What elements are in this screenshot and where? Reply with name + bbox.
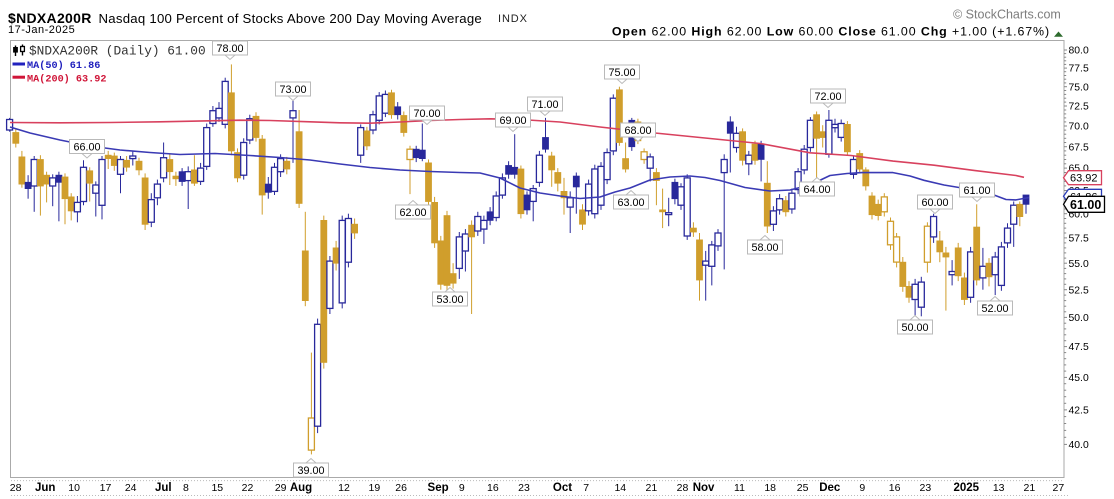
svg-text:23: 23: [920, 482, 932, 494]
svg-text:2025: 2025: [954, 482, 980, 494]
svg-text:9: 9: [859, 482, 865, 494]
svg-text:Jun: Jun: [35, 482, 55, 494]
svg-text:42.5: 42.5: [1069, 406, 1089, 417]
svg-text:45.0: 45.0: [1069, 373, 1089, 384]
svg-text:11: 11: [734, 482, 745, 494]
svg-text:66.00: 66.00: [73, 142, 100, 154]
svg-text:Nasdaq 100 Percent of Stocks A: Nasdaq 100 Percent of Stocks Above 200 D…: [99, 11, 483, 26]
svg-text:63.00: 63.00: [617, 197, 644, 209]
svg-text:21: 21: [646, 482, 658, 494]
svg-text:22: 22: [242, 482, 254, 494]
svg-text:69.00: 69.00: [499, 115, 526, 127]
svg-text:14: 14: [614, 482, 626, 494]
svg-text:63.92: 63.92: [1070, 173, 1098, 185]
svg-text:55.0: 55.0: [1069, 259, 1089, 270]
svg-text:Aug: Aug: [290, 482, 312, 494]
svg-text:Open 62.00 High 62.00 Low 60.0: Open 62.00 High 62.00 Low 60.00 Close 61…: [612, 25, 1050, 39]
svg-text:26: 26: [395, 482, 407, 494]
svg-text:MA(200) 63.92: MA(200) 63.92: [27, 73, 106, 85]
svg-text:52.5: 52.5: [1069, 285, 1089, 296]
svg-text:60.0: 60.0: [1069, 209, 1089, 220]
svg-text:23: 23: [518, 482, 530, 494]
svg-text:40.0: 40.0: [1069, 440, 1089, 451]
svg-text:Dec: Dec: [819, 482, 841, 494]
svg-text:MA(50) 61.86: MA(50) 61.86: [27, 60, 100, 72]
svg-text:29: 29: [275, 482, 287, 494]
svg-text:60.00: 60.00: [921, 197, 948, 209]
svg-text:47.5: 47.5: [1069, 342, 1089, 353]
svg-text:27: 27: [1053, 482, 1065, 494]
svg-text:50.0: 50.0: [1069, 313, 1089, 324]
svg-text:78.00: 78.00: [216, 43, 243, 55]
svg-text:50.00: 50.00: [901, 322, 928, 334]
svg-text:© StockCharts.com: © StockCharts.com: [953, 8, 1061, 22]
svg-text:Nov: Nov: [693, 482, 715, 494]
svg-text:28: 28: [10, 482, 22, 494]
svg-text:9: 9: [459, 482, 465, 494]
svg-text:28: 28: [677, 482, 689, 494]
svg-text:70.00: 70.00: [413, 108, 440, 120]
svg-text:Sep: Sep: [428, 482, 449, 494]
svg-text:72.00: 72.00: [814, 91, 841, 103]
svg-text:10: 10: [68, 482, 80, 494]
svg-text:71.00: 71.00: [531, 99, 558, 111]
svg-text:52.00: 52.00: [981, 303, 1008, 315]
svg-text:$NDXA200R (Daily) 61.00: $NDXA200R (Daily) 61.00: [29, 44, 206, 59]
svg-text:18: 18: [764, 482, 776, 494]
svg-text:72.5: 72.5: [1069, 102, 1089, 113]
svg-text:16: 16: [889, 482, 901, 494]
svg-text:INDX: INDX: [498, 13, 528, 25]
svg-text:21: 21: [1024, 482, 1036, 494]
svg-text:25: 25: [797, 482, 809, 494]
svg-text:77.5: 77.5: [1069, 64, 1089, 75]
svg-text:39.00: 39.00: [297, 465, 324, 477]
svg-text:13: 13: [993, 482, 1005, 494]
svg-text:17-Jan-2025: 17-Jan-2025: [8, 24, 75, 36]
svg-text:Jul: Jul: [155, 482, 172, 494]
svg-text:75.0: 75.0: [1069, 82, 1089, 93]
svg-text:53.00: 53.00: [436, 294, 463, 306]
svg-text:68.00: 68.00: [624, 125, 651, 137]
svg-text:61.00: 61.00: [1070, 198, 1101, 212]
svg-text:$NDXA200R: $NDXA200R: [8, 10, 92, 26]
svg-text:17: 17: [100, 482, 112, 494]
svg-text:16: 16: [487, 482, 499, 494]
svg-text:58.00: 58.00: [751, 242, 778, 254]
svg-text:24: 24: [125, 482, 137, 494]
svg-text:65.0: 65.0: [1069, 164, 1089, 175]
svg-text:7: 7: [583, 482, 589, 494]
svg-text:12: 12: [338, 482, 350, 494]
svg-text:15: 15: [211, 482, 223, 494]
svg-text:62.00: 62.00: [399, 207, 426, 219]
svg-text:Oct: Oct: [553, 482, 572, 494]
svg-text:70.0: 70.0: [1069, 122, 1089, 133]
svg-text:19: 19: [369, 482, 381, 494]
svg-text:67.5: 67.5: [1069, 142, 1089, 153]
svg-text:64.00: 64.00: [803, 184, 830, 196]
svg-text:61.00: 61.00: [963, 185, 990, 197]
svg-text:73.00: 73.00: [279, 84, 306, 96]
svg-text:57.5: 57.5: [1069, 234, 1089, 245]
svg-text:75.00: 75.00: [608, 67, 635, 79]
svg-text:8: 8: [183, 482, 189, 494]
svg-text:80.0: 80.0: [1069, 46, 1089, 57]
